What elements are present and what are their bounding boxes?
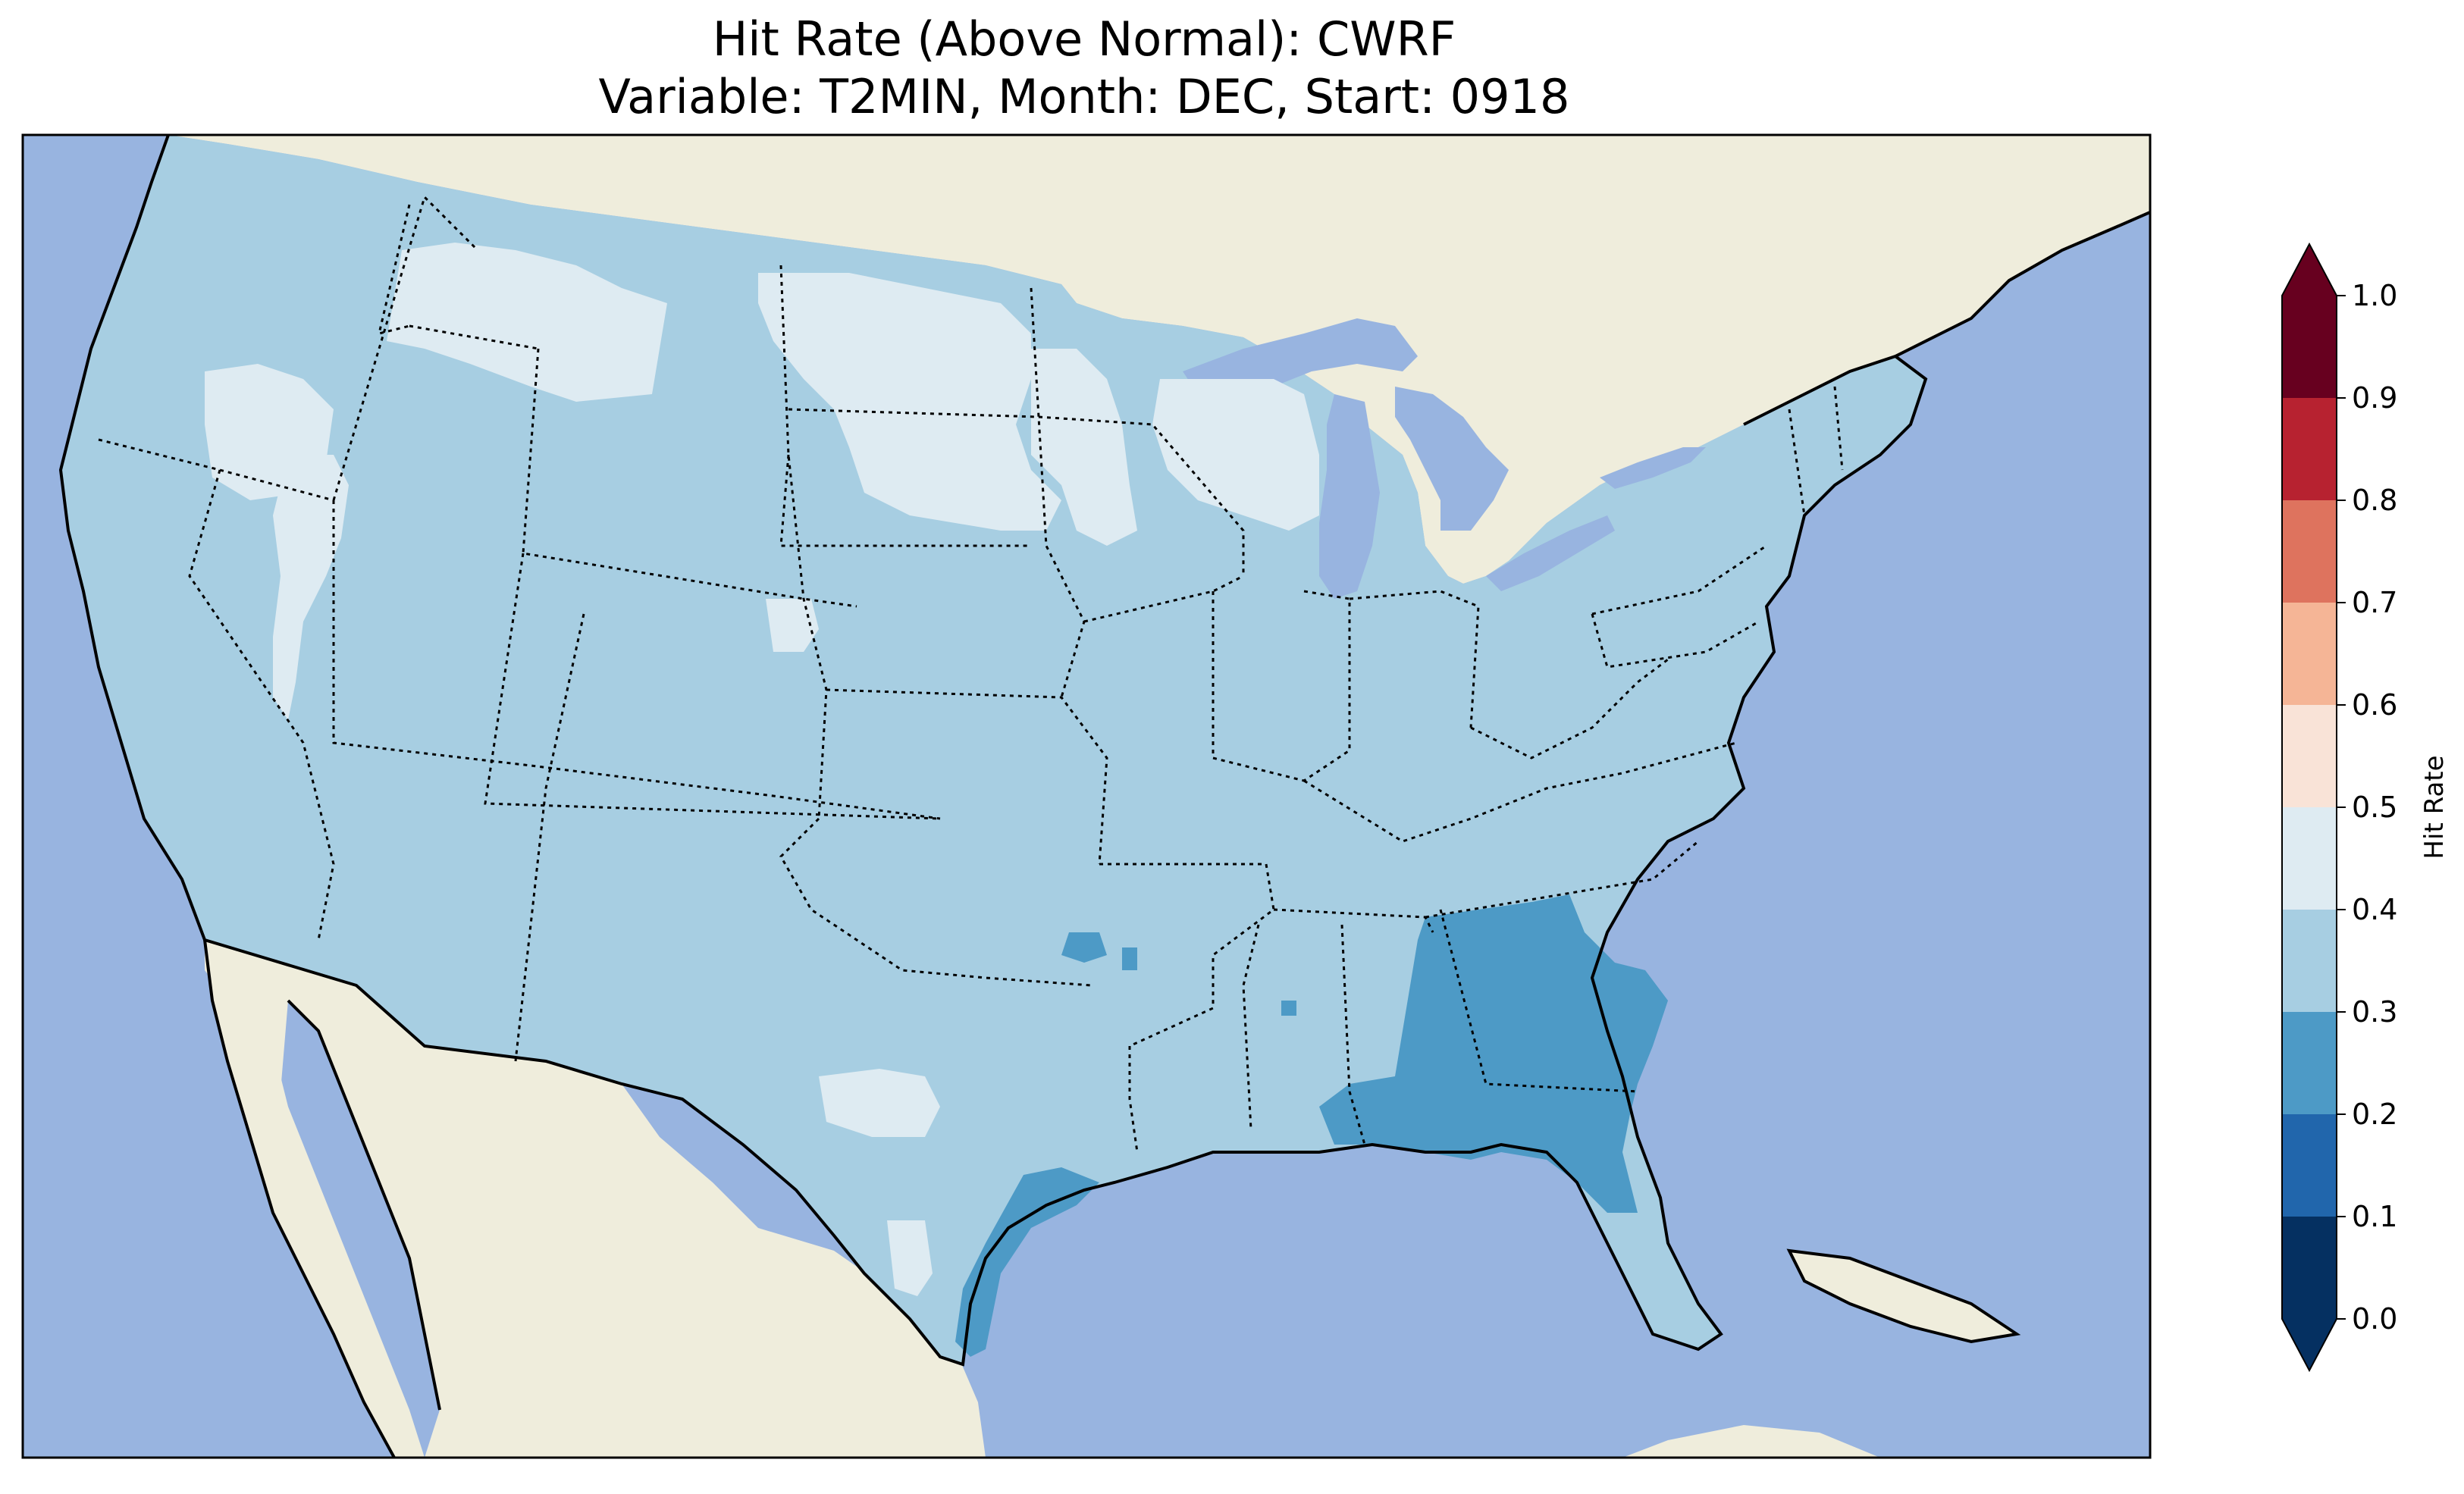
colorbar-level-2 [2282, 1012, 2337, 1114]
colorbar-extend-min [2282, 1319, 2337, 1370]
state-borders [98, 195, 1844, 1153]
gulf-of-california [281, 1001, 440, 1458]
title-line-1: Hit Rate (Above Normal): CWRF [712, 11, 1456, 67]
colorbar-tick-label: 0.1 [2352, 1200, 2397, 1233]
baja-coastline [203, 939, 441, 1458]
lake-huron [1395, 387, 1509, 531]
colorbar-tick-label: 0.8 [2352, 484, 2397, 517]
colorbar-tick-label: 0.4 [2352, 893, 2397, 926]
colorbar-tick-label: 0.2 [2352, 1098, 2397, 1131]
canada-landmass [168, 135, 2150, 584]
colorbar-extend-max [2282, 244, 2337, 296]
map-title: Hit Rate (Above Normal): CWRF Variable: … [0, 11, 2168, 126]
canada-east-coastline [1743, 211, 2150, 426]
colorbar-levels [2282, 296, 2337, 1319]
lake-michigan [1319, 394, 1380, 599]
lake-superior [1183, 318, 1418, 394]
baja-california [205, 940, 425, 1458]
colorbar-level-3 [2282, 910, 2337, 1012]
colorbar-tick-label: 0.0 [2352, 1302, 2397, 1336]
cuba-landmass [1789, 1251, 2017, 1342]
title-line-2: Variable: T2MIN, Month: DEC, Start: 0918 [598, 69, 1570, 124]
colorbar-level-4 [2282, 807, 2337, 910]
colorbar-level-7 [2282, 500, 2337, 603]
colorbar-level-5 [2282, 705, 2337, 807]
map-frame [21, 133, 2152, 1459]
us-coastline [58, 135, 1928, 1367]
colorbar-tick-label: 0.6 [2352, 688, 2397, 722]
colorbar-ticks: 0.0 0.1 0.2 0.3 0.4 0.5 0.6 0.7 0.8 0.9 1.0 [2337, 279, 2397, 1336]
lake-ontario [1600, 447, 1706, 489]
colorbar-tick-label: 0.3 [2352, 995, 2397, 1029]
cuba-coastline [1786, 1248, 2021, 1344]
lake-erie [1486, 515, 1615, 591]
hit-rate-0.2-0.3-regions [955, 894, 1668, 1357]
colorbar-tick-label: 0.5 [2352, 791, 2397, 824]
hit-rate-0.4-0.5-regions [205, 243, 1319, 1296]
colorbar-level-1 [2282, 1114, 2337, 1217]
colorbar-label: Hit Rate [2419, 755, 2450, 859]
colorbar-level-8 [2282, 398, 2337, 500]
colorbar-level-9 [2282, 296, 2337, 398]
colorbar-tick-label: 0.9 [2352, 381, 2397, 415]
south-landmass [1622, 1425, 1880, 1458]
colorbar-level-6 [2282, 603, 2337, 705]
colorbar-level-0 [2282, 1217, 2337, 1319]
colorbar-tick-label: 0.7 [2352, 586, 2397, 619]
colorbar-tick-label: 1.0 [2352, 279, 2397, 312]
